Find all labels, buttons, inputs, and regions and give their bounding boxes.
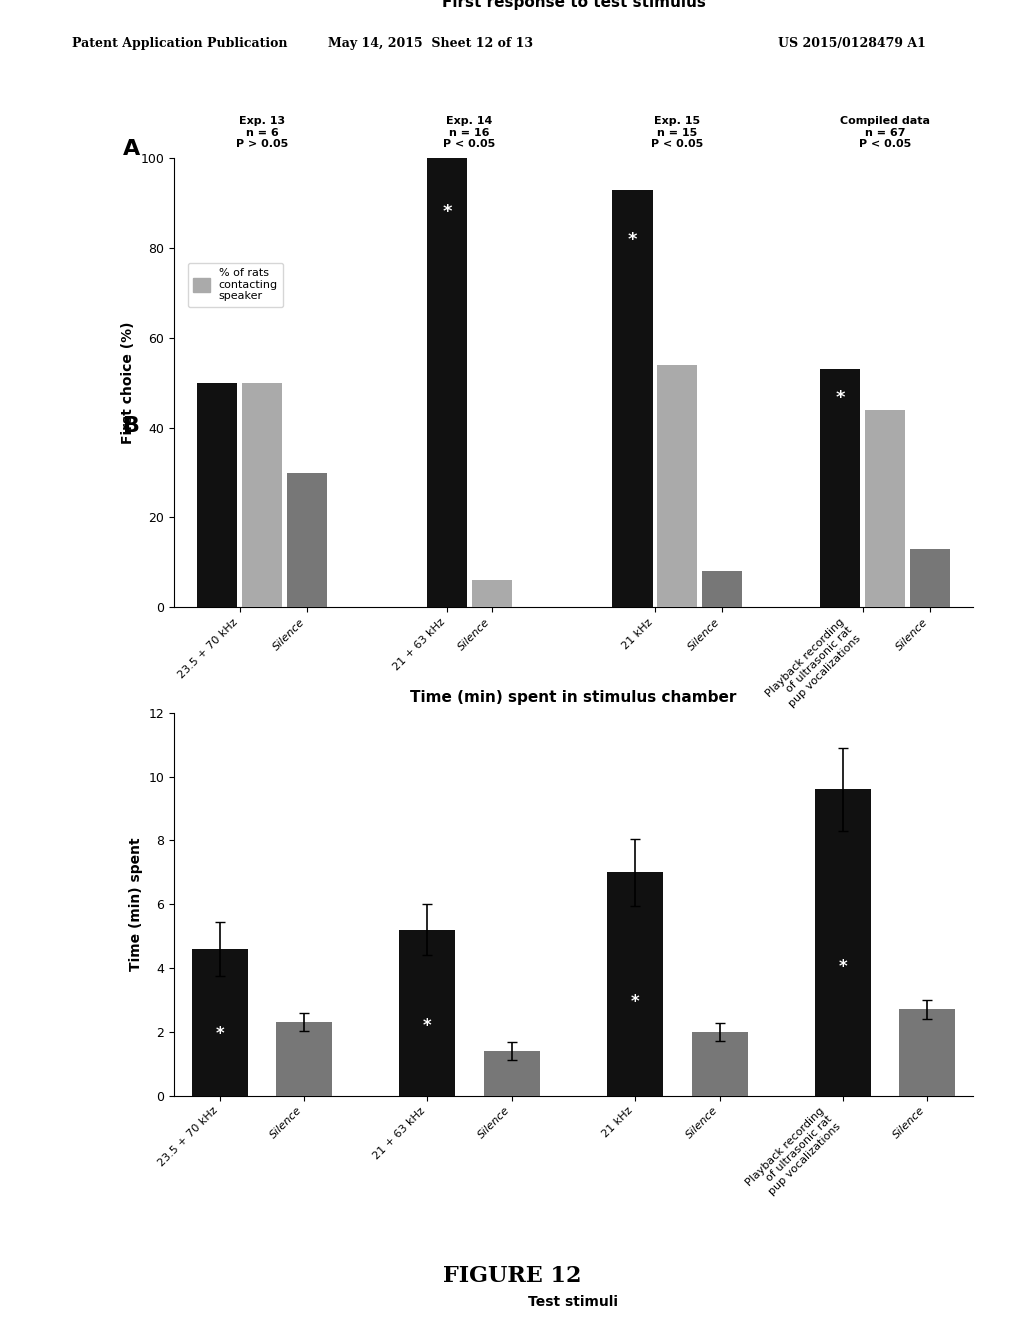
Bar [276, 1022, 332, 1096]
Bar [242, 383, 282, 607]
Bar [287, 473, 327, 607]
Bar [815, 789, 870, 1096]
Text: *: * [839, 958, 847, 975]
Bar [399, 929, 456, 1096]
Text: Exp. 14
n = 16
P < 0.05: Exp. 14 n = 16 P < 0.05 [443, 116, 496, 149]
Bar [701, 572, 742, 607]
Text: May 14, 2015  Sheet 12 of 13: May 14, 2015 Sheet 12 of 13 [328, 37, 532, 50]
Text: *: * [423, 1016, 431, 1035]
Text: Exp. 13
n = 6
P > 0.05: Exp. 13 n = 6 P > 0.05 [236, 116, 288, 149]
Bar [899, 1010, 955, 1096]
Text: Compiled data
n = 67
P < 0.05: Compiled data n = 67 P < 0.05 [840, 116, 930, 149]
Bar [909, 549, 950, 607]
Text: *: * [215, 1024, 224, 1043]
Bar [607, 873, 663, 1096]
Legend: % of rats
contacting
speaker: % of rats contacting speaker [187, 263, 284, 308]
Text: B: B [123, 416, 140, 436]
Text: US 2015/0128479 A1: US 2015/0128479 A1 [778, 37, 926, 50]
Text: Patent Application Publication: Patent Application Publication [72, 37, 287, 50]
Text: *: * [836, 389, 845, 407]
Text: *: * [628, 231, 637, 249]
Bar [472, 581, 512, 607]
Text: Test stimuli: Test stimuli [528, 1295, 618, 1308]
Text: *: * [442, 203, 452, 222]
Text: Exp. 15
n = 15
P < 0.05: Exp. 15 n = 15 P < 0.05 [651, 116, 703, 149]
Text: *: * [631, 993, 639, 1011]
Y-axis label: First choice (%): First choice (%) [121, 322, 135, 444]
Text: FIGURE 12: FIGURE 12 [442, 1266, 582, 1287]
Y-axis label: Time (min) spent: Time (min) spent [129, 837, 143, 972]
Bar [191, 949, 248, 1096]
Bar [427, 158, 467, 607]
Text: First response to test stimulus: First response to test stimulus [441, 0, 706, 11]
Text: A: A [123, 139, 140, 158]
Bar [612, 190, 652, 607]
Bar [820, 370, 860, 607]
Bar [484, 1051, 540, 1096]
Bar [657, 364, 697, 607]
Bar [865, 409, 905, 607]
Bar [691, 1032, 748, 1096]
Title: Time (min) spent in stimulus chamber: Time (min) spent in stimulus chamber [411, 689, 736, 705]
Bar [197, 383, 238, 607]
